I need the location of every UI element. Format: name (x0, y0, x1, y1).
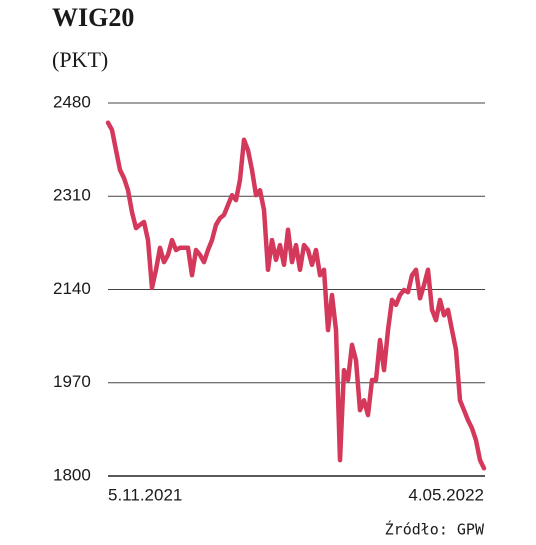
x-tick-label: 4.05.2022 (408, 485, 484, 504)
line (105, 120, 487, 471)
chart-title: WIG20 (52, 3, 134, 32)
y-tick-label: 2480 (53, 92, 91, 111)
y-tick-label: 2140 (53, 279, 91, 298)
y-tick-label: 1800 (53, 465, 91, 484)
source: Źródło: GPW (385, 520, 485, 539)
x-tick-label: 5.11.2021 (108, 485, 182, 504)
chart-subtitle: (PKT) (52, 47, 108, 72)
y-tick-label: 1970 (53, 372, 91, 391)
y-tick-label: 2310 (53, 186, 91, 205)
